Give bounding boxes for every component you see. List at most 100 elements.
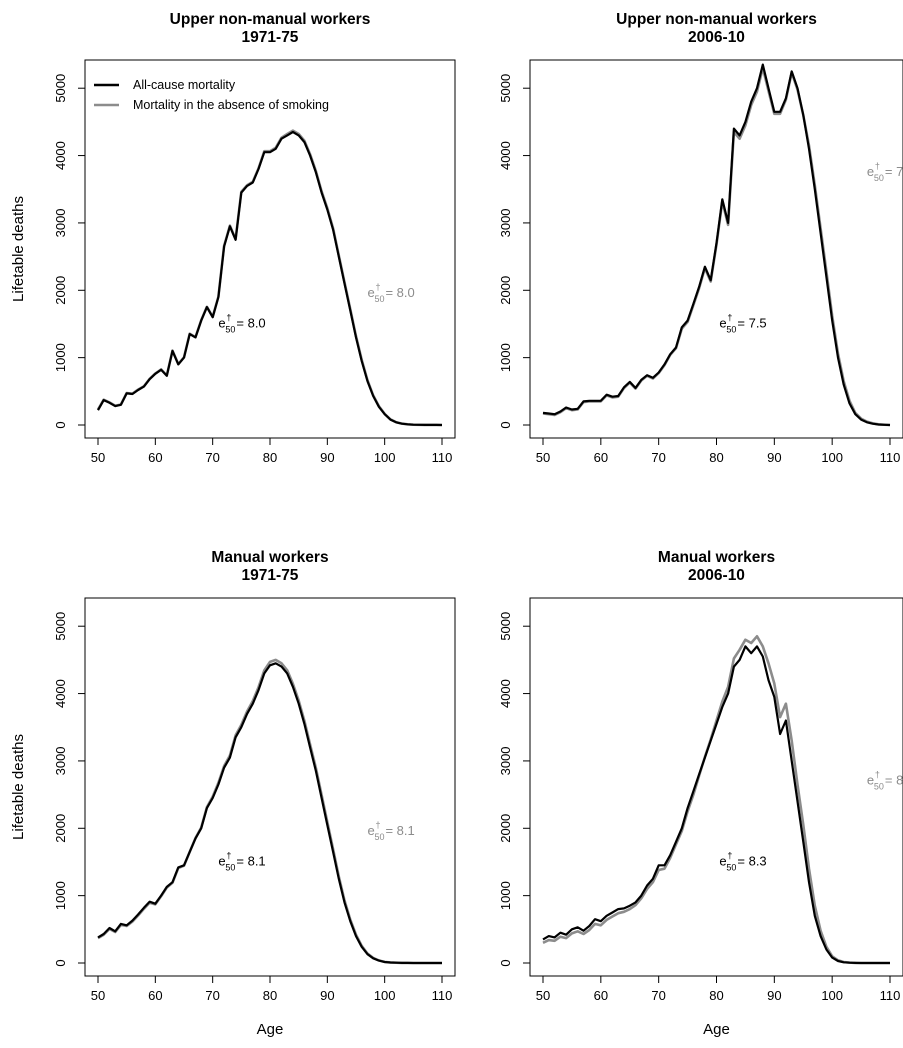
- x-tick-label: 80: [709, 988, 723, 1003]
- series-line: [542, 635, 890, 965]
- y-tick-label: 5000: [498, 612, 513, 641]
- annotation-sub: 50: [225, 862, 235, 872]
- x-tick-label: 60: [594, 450, 608, 465]
- annotation-value: = 8.0: [385, 285, 414, 300]
- annotation-base: e: [367, 823, 374, 838]
- y-tick-label: 2000: [53, 276, 68, 305]
- y-axis-label: Lifetable deaths: [10, 734, 27, 840]
- x-tick-label: 90: [320, 988, 334, 1003]
- annotation-base: e: [867, 164, 874, 179]
- legend-entry: Mortality in the absence of smoking: [133, 98, 329, 112]
- annotation-sup: †: [226, 850, 231, 860]
- x-tick-label: 50: [536, 450, 550, 465]
- annotation-base: e: [218, 853, 225, 868]
- y-tick-label: 1000: [53, 343, 68, 372]
- plot-frame: [529, 597, 903, 977]
- annotation-sup: †: [727, 850, 732, 860]
- y-tick-label: 4000: [498, 679, 513, 708]
- x-tick-label: 50: [536, 988, 550, 1003]
- x-tick-label: 50: [91, 988, 105, 1003]
- chart-title: Upper non-manual workers: [170, 11, 371, 28]
- x-tick-label: 70: [205, 450, 219, 465]
- chart-subtitle: 1971-75: [242, 567, 299, 584]
- annotation-base: e: [719, 853, 726, 868]
- x-tick-label: 70: [651, 988, 665, 1003]
- series-line: [97, 658, 442, 965]
- x-tick-label: 110: [432, 988, 453, 1003]
- x-tick-label: 100: [821, 450, 843, 465]
- y-tick-label: 4000: [53, 679, 68, 708]
- y-tick-label: 1000: [53, 881, 68, 910]
- annotation: e † 50 = 8.3: [719, 850, 766, 872]
- annotation: e† 50= 8.1: [218, 850, 265, 872]
- annotation-base: e: [367, 285, 374, 300]
- annotation-sub: 50: [374, 294, 384, 304]
- annotation: e† 50= 8.1: [867, 770, 903, 792]
- chart-title: Upper non-manual workers: [616, 11, 817, 28]
- x-tick-label: 100: [821, 988, 843, 1003]
- annotation-value: = 7.5: [737, 315, 766, 330]
- x-axis-label: Age: [703, 1021, 730, 1038]
- annotation-base: e: [218, 315, 225, 330]
- y-tick-label: 3000: [53, 746, 68, 775]
- y-tick-label: 1000: [498, 881, 513, 910]
- annotation-sub: 50: [374, 832, 384, 842]
- series-line: [542, 63, 891, 427]
- annotation-sup: †: [226, 312, 231, 322]
- annotation-sub: 50: [874, 782, 884, 792]
- annotation-value: = 7.5: [885, 164, 903, 179]
- series-line: [542, 645, 890, 965]
- annotation: e † 50 = 8.0: [367, 282, 414, 304]
- y-tick-label: 2000: [53, 814, 68, 843]
- legend-entry: All-cause mortality: [133, 78, 236, 92]
- y-tick-label: 5000: [53, 74, 68, 103]
- y-tick-label: 4000: [53, 141, 68, 170]
- series-line: [97, 662, 442, 965]
- annotation: e† 50= 7.5: [867, 161, 903, 183]
- y-tick-label: 0: [498, 959, 513, 966]
- annotation-value: = 8.1: [385, 823, 414, 838]
- y-tick-label: 2000: [498, 276, 513, 305]
- y-tick-label: 4000: [498, 141, 513, 170]
- x-tick-label: 110: [880, 450, 901, 465]
- x-tick-label: 80: [263, 988, 277, 1003]
- annotation: e† 50= 8.1: [367, 820, 414, 842]
- x-tick-label: 70: [205, 988, 219, 1003]
- y-tick-label: 1000: [498, 343, 513, 372]
- annotation-sup: †: [375, 820, 380, 830]
- x-tick-label: 60: [148, 988, 162, 1003]
- annotation: e † 50 = 8.0: [218, 312, 265, 334]
- y-tick-label: 3000: [498, 746, 513, 775]
- annotation-sup: †: [375, 282, 380, 292]
- annotation-sup: †: [875, 161, 880, 171]
- x-tick-label: 100: [374, 988, 396, 1003]
- x-tick-label: 90: [320, 450, 334, 465]
- annotation-value: = 8.1: [885, 773, 903, 788]
- annotation-value: = 8.0: [236, 315, 265, 330]
- annotation-sub: 50: [726, 862, 736, 872]
- x-tick-label: 110: [432, 450, 453, 465]
- annotation-sub: 50: [726, 324, 736, 334]
- x-tick-label: 60: [594, 988, 608, 1003]
- chart-title: Manual workers: [211, 549, 328, 566]
- y-tick-label: 0: [53, 421, 68, 428]
- y-tick-label: 2000: [498, 814, 513, 843]
- chart-title: Manual workers: [658, 549, 775, 566]
- annotation-sub: 50: [225, 324, 235, 334]
- x-tick-label: 80: [709, 450, 723, 465]
- y-tick-label: 3000: [53, 208, 68, 237]
- annotation-value: = 8.1: [236, 853, 265, 868]
- legend: All-cause mortality Mortality in the abse…: [94, 78, 329, 112]
- x-tick-label: 100: [374, 450, 396, 465]
- x-tick-label: 50: [91, 450, 105, 465]
- x-tick-label: 90: [767, 450, 781, 465]
- x-tick-label: 60: [148, 450, 162, 465]
- x-tick-label: 80: [263, 450, 277, 465]
- y-tick-label: 0: [53, 959, 68, 966]
- annotation-value: = 8.3: [737, 853, 766, 868]
- annotation-sup: †: [875, 770, 880, 780]
